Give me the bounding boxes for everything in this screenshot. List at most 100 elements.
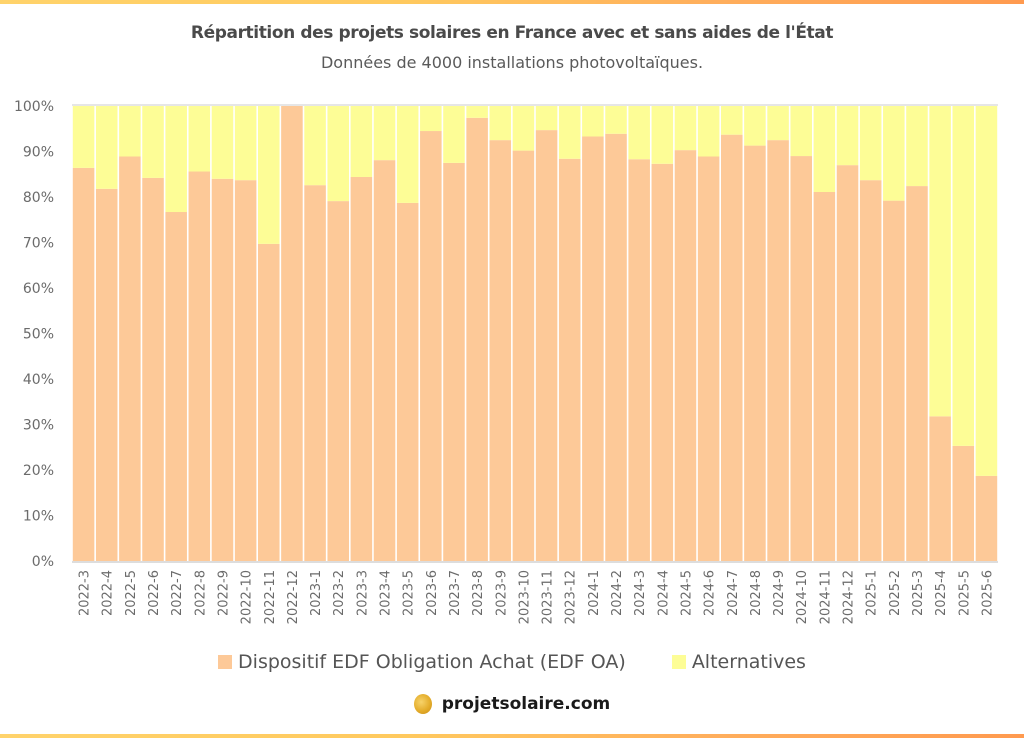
y-axis: 0% 10% 20% 30% 40% 50% 60% 70% 80% 90% 100%	[14, 99, 998, 570]
x-tick-label: 2022-8	[193, 570, 208, 616]
bar-edf-oa-2022-9	[211, 178, 234, 562]
y-tick-label: 90%	[23, 145, 54, 161]
x-tick-label: 2024-10	[795, 570, 810, 624]
bar-alternatives-2023-10	[512, 106, 535, 151]
bar-alternatives-2025-4	[929, 106, 951, 417]
x-tick-label: 2022-3	[78, 570, 93, 616]
bar-alternatives-2023-7	[443, 106, 465, 163]
legend: Dispositif EDF Obligation Achat (EDF OA)…	[0, 651, 1024, 673]
legend-swatch-alternatives	[671, 655, 686, 669]
bar-edf-oa-2024-12	[836, 165, 859, 561]
bar-alternatives-2024-7	[721, 106, 743, 135]
bar-edf-oa-2022-10	[234, 180, 257, 561]
bar-alternatives-2023-1	[304, 106, 326, 186]
x-tick-label: 2024-8	[749, 570, 764, 616]
bar-alternatives-2023-12	[558, 106, 581, 159]
bar-edf-oa-2024-9	[767, 140, 789, 562]
x-tick-label: 2025-6	[980, 570, 995, 616]
x-tick-label: 2024-1	[587, 570, 602, 616]
bar-edf-oa-2024-1	[582, 136, 604, 562]
y-tick-label: 0%	[32, 554, 54, 570]
bar-alternatives-2022-3	[72, 106, 95, 168]
y-tick-label: 80%	[23, 190, 54, 206]
x-tick-label: 2025-3	[911, 570, 926, 616]
x-tick-label: 2024-12	[842, 570, 857, 624]
bar-alternatives-2024-12	[836, 106, 859, 166]
bar-alternatives-2025-5	[952, 106, 975, 446]
x-tick-label: 2022-10	[240, 570, 255, 624]
bar-edf-oa-2023-12	[558, 158, 581, 561]
bar-alternatives-2024-8	[744, 106, 766, 146]
bar-edf-oa-2022-7	[165, 212, 187, 561]
bar-edf-oa-2024-7	[721, 134, 743, 561]
y-tick-label: 50%	[23, 327, 54, 343]
sun-coin-icon	[413, 694, 432, 714]
x-tick-label: 2022-4	[101, 570, 116, 616]
bar-alternatives-2022-8	[188, 106, 211, 172]
x-tick-label: 2023-6	[425, 570, 440, 616]
x-tick-label: 2025-1	[865, 570, 880, 616]
x-tick-label: 2023-12	[564, 570, 579, 624]
footer-brand: projetsolaire.com	[0, 694, 1024, 714]
x-tick-label: 2024-9	[772, 570, 787, 616]
x-tick-label: 2023-11	[541, 570, 556, 624]
y-tick-label: 30%	[23, 418, 54, 434]
x-tick-label: 2024-11	[818, 570, 833, 624]
bar-alternatives-2023-5	[396, 106, 419, 203]
bar-edf-oa-2024-2	[605, 133, 627, 561]
y-tick-label: 40%	[23, 372, 54, 388]
bar-edf-oa-2024-11	[813, 192, 836, 561]
bar-edf-oa-2024-8	[744, 145, 766, 561]
x-tick-label: 2024-3	[633, 570, 648, 616]
top-gradient-bar	[0, 0, 1024, 4]
bar-edf-oa-2025-6	[975, 475, 998, 561]
bar-alternatives-2022-4	[95, 106, 118, 189]
x-tick-label: 2023-10	[517, 570, 532, 624]
bar-alternatives-2022-6	[142, 106, 164, 178]
bar-edf-oa-2025-2	[883, 200, 905, 561]
bar-edf-oa-2024-3	[628, 159, 650, 562]
y-tick-label: 60%	[23, 281, 54, 297]
x-tick-label: 2022-7	[170, 570, 185, 616]
bar-alternatives-2023-11	[535, 106, 558, 131]
chart-subtitle: Données de 4000 installations photovolta…	[320, 53, 704, 72]
bar-edf-oa-2025-3	[906, 186, 928, 561]
x-tick-label: 2022-12	[286, 570, 301, 624]
legend-item-edf-oa[interactable]: Dispositif EDF Obligation Achat (EDF OA)	[218, 651, 626, 673]
bar-alternatives-2023-2	[327, 106, 349, 202]
y-tick-label: 20%	[23, 463, 54, 479]
bar-edf-oa-2023-5	[396, 202, 419, 561]
legend-item-alternatives[interactable]: Alternatives	[671, 651, 806, 673]
bar-alternatives-2022-7	[165, 106, 187, 213]
bar-alternatives-2023-9	[489, 106, 512, 141]
bar-alternatives-2024-2	[605, 106, 627, 134]
y-tick-label: 10%	[23, 509, 54, 525]
brand-name[interactable]: projetsolaire.com	[441, 694, 611, 714]
bar-edf-oa-2024-10	[790, 156, 812, 562]
x-tick-label: 2023-7	[448, 570, 463, 616]
x-tick-label: 2024-6	[703, 570, 718, 616]
bar-alternatives-2022-11	[258, 106, 280, 244]
bar-alternatives-2023-4	[373, 106, 396, 161]
x-tick-label: 2022-9	[216, 570, 231, 616]
x-tick-label: 2022-5	[124, 570, 139, 616]
bar-alternatives-2025-2	[883, 106, 905, 201]
bar-alternatives-2023-6	[420, 106, 442, 132]
bar-edf-oa-2022-4	[95, 188, 118, 561]
bar-edf-oa-2024-5	[674, 150, 697, 561]
bars	[72, 106, 998, 562]
bar-edf-oa-2024-6	[697, 156, 720, 561]
legend-swatch-edf-oa	[218, 655, 233, 669]
bar-edf-oa-2024-4	[651, 163, 674, 562]
bar-alternatives-2024-9	[767, 106, 789, 141]
x-tick-label: 2022-11	[263, 570, 278, 624]
bar-edf-oa-2023-6	[420, 131, 442, 561]
bar-alternatives-2025-3	[906, 106, 928, 187]
bar-edf-oa-2025-1	[859, 180, 882, 561]
bar-alternatives-2023-8	[466, 106, 488, 118]
bar-alternatives-2024-3	[628, 106, 650, 160]
x-tick-label: 2023-8	[471, 570, 486, 616]
bar-edf-oa-2023-8	[466, 117, 488, 561]
bar-edf-oa-2022-8	[188, 171, 211, 561]
